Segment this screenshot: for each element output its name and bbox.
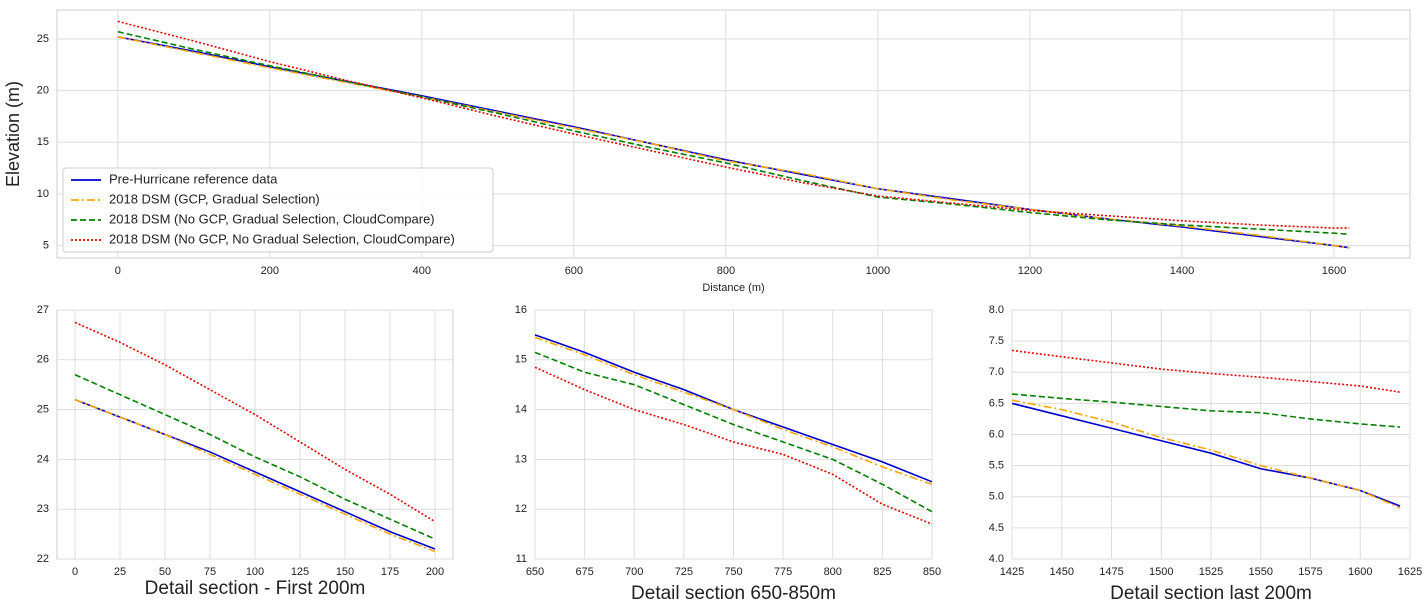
x-tick-label: 750: [724, 566, 742, 578]
x-tick-label: 600: [565, 265, 583, 277]
series-line: [117, 30, 1350, 236]
y-tick-label: 6.5: [989, 397, 1004, 409]
x-tick-label: 1600: [1322, 265, 1346, 277]
y-tick-label: 22: [37, 553, 49, 565]
x-axis-label: Distance (m): [702, 282, 764, 294]
x-tick-label: 1400: [1170, 265, 1194, 277]
x-axis-label: Detail section 650-850m: [631, 583, 836, 604]
x-tick-label: 200: [261, 265, 279, 277]
x-tick-label: 0: [72, 566, 78, 578]
x-tick-label: 825: [873, 566, 891, 578]
y-tick-label: 4.0: [989, 553, 1004, 565]
y-tick-label: 16: [515, 304, 527, 316]
series-line: [74, 321, 436, 523]
x-axis-label: Detail section last 200m: [1110, 583, 1312, 604]
series-line: [117, 36, 1350, 249]
x-tick-label: 1625: [1398, 566, 1422, 578]
x-tick-label: 1500: [1149, 566, 1173, 578]
x-tick-label: 1600: [1348, 566, 1372, 578]
x-tick-label: 100: [246, 566, 264, 578]
y-tick-label: 10: [37, 188, 49, 200]
legend-label: 2018 DSM (No GCP, No Gradual Selection, …: [109, 231, 455, 246]
y-tick-label: 7.5: [989, 335, 1004, 347]
x-tick-label: 125: [291, 566, 309, 578]
series-line: [1011, 393, 1401, 428]
x-tick-label: 675: [575, 566, 593, 578]
x-tick-label: 650: [526, 566, 544, 578]
x-tick-label: 1450: [1050, 566, 1074, 578]
y-tick-label: 24: [37, 453, 49, 465]
x-tick-label: 200: [426, 566, 444, 578]
x-tick-label: 1200: [1018, 265, 1042, 277]
x-tick-label: 1425: [1000, 566, 1024, 578]
legend-label: 2018 DSM (No GCP, Gradual Selection, Clo…: [109, 211, 435, 226]
y-tick-label: 6.0: [989, 428, 1004, 440]
y-tick-label: 15: [37, 136, 49, 148]
x-tick-label: 400: [413, 265, 431, 277]
y-tick-label: 26: [37, 354, 49, 366]
x-tick-label: 150: [336, 566, 354, 578]
series-line: [534, 366, 933, 525]
y-tick-label: 5.5: [989, 460, 1004, 472]
x-tick-label: 1000: [866, 265, 890, 277]
series-line: [117, 20, 1350, 229]
y-tick-label: 12: [515, 503, 527, 515]
y-axis-label: Elevation (m): [3, 81, 23, 187]
x-tick-label: 25: [114, 566, 126, 578]
y-tick-label: 25: [37, 33, 49, 45]
y-tick-label: 4.5: [989, 522, 1004, 534]
legend-label: 2018 DSM (GCP, Gradual Selection): [109, 191, 320, 206]
x-tick-label: 800: [717, 265, 735, 277]
y-tick-label: 7.0: [989, 366, 1004, 378]
x-tick-label: 1525: [1199, 566, 1223, 578]
y-tick-label: 27: [37, 304, 49, 316]
series-line: [74, 374, 436, 540]
x-tick-label: 775: [774, 566, 792, 578]
y-tick-label: 20: [37, 85, 49, 97]
y-tick-label: 8.0: [989, 304, 1004, 316]
x-tick-label: 800: [824, 566, 842, 578]
y-tick-label: 14: [515, 404, 527, 416]
x-tick-label: 175: [381, 566, 399, 578]
legend-label: Pre-Hurricane reference data: [109, 171, 278, 186]
x-tick-label: 0: [115, 265, 121, 277]
y-tick-label: 23: [37, 503, 49, 515]
y-tick-label: 15: [515, 354, 527, 366]
x-tick-label: 1550: [1249, 566, 1273, 578]
series-line: [1011, 399, 1401, 509]
x-tick-label: 50: [159, 566, 171, 578]
x-tick-label: 700: [625, 566, 643, 578]
series-line: [1011, 349, 1401, 393]
y-tick-label: 13: [515, 453, 527, 465]
y-tick-label: 11: [516, 553, 527, 565]
x-tick-label: 1475: [1099, 566, 1123, 578]
x-tick-label: 725: [675, 566, 693, 578]
legend-box: [62, 167, 494, 253]
x-tick-label: 75: [204, 566, 216, 578]
x-tick-label: 850: [923, 566, 941, 578]
y-tick-label: 5.0: [989, 491, 1004, 503]
series-line: [534, 351, 933, 513]
series-line: [534, 336, 933, 486]
x-tick-label: 1575: [1298, 566, 1322, 578]
y-tick-label: 5: [43, 240, 49, 252]
x-axis-label: Detail section - First 200m: [145, 578, 366, 599]
series-line: [74, 398, 436, 553]
y-tick-label: 25: [37, 404, 49, 416]
